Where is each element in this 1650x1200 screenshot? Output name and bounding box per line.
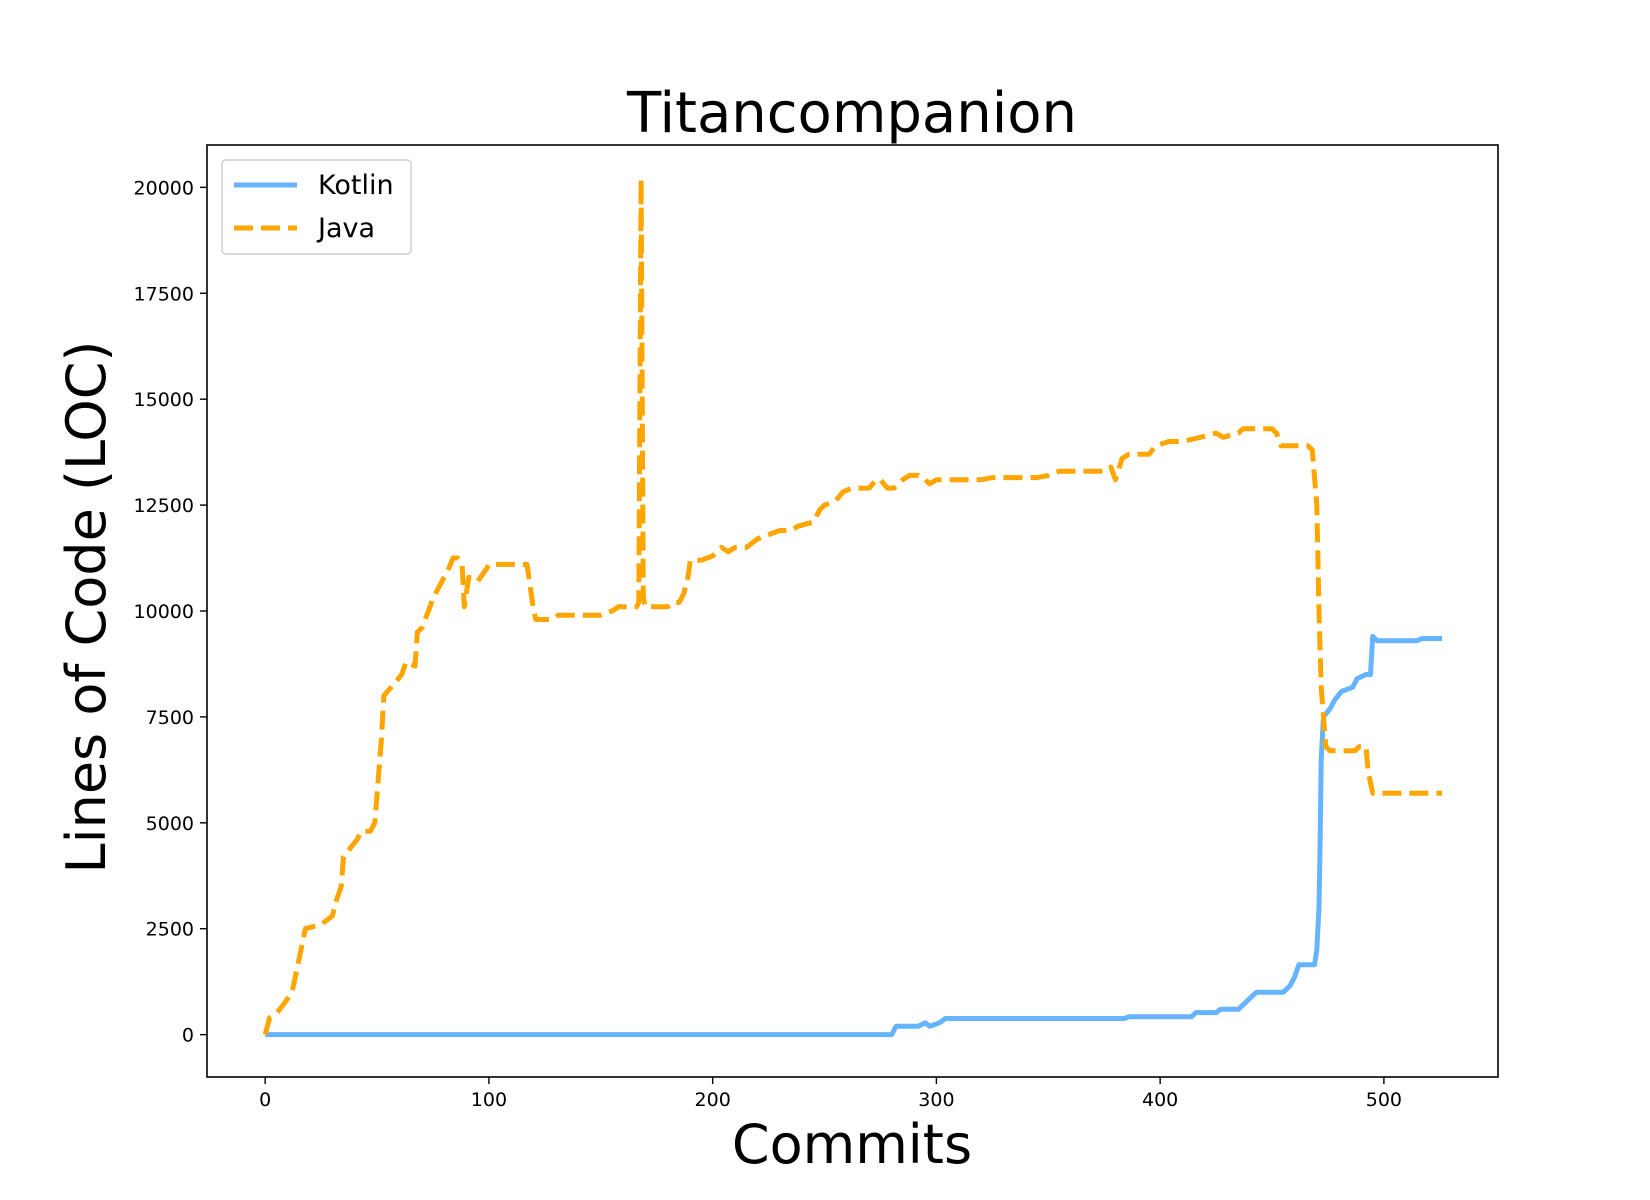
- legend-label-java: Java: [316, 213, 375, 244]
- x-tick-label: 100: [471, 1089, 507, 1111]
- axis-ticks: 0 100 200 300 400 500025005000750010000125001…: [134, 177, 1402, 1111]
- x-tick-label: 200: [695, 1089, 731, 1111]
- legend-label-kotlin: Kotlin: [318, 170, 394, 201]
- y-axis-label: Lines of Code (LOC): [55, 341, 118, 874]
- chart-title: Titancompanion: [626, 81, 1077, 146]
- x-tick-label: 400: [1142, 1089, 1178, 1111]
- y-tick-label: 12500: [134, 495, 194, 517]
- y-tick-label: 5000: [146, 813, 194, 835]
- y-tick-label: 17500: [134, 283, 194, 305]
- y-tick-label: 20000: [134, 177, 194, 199]
- y-tick-label: 0: [182, 1025, 194, 1047]
- x-axis-label: Commits: [732, 1113, 972, 1176]
- x-tick-label: 0: [259, 1089, 271, 1111]
- y-tick-label: 10000: [134, 601, 194, 623]
- plot-area: [262, 176, 1443, 1038]
- y-tick-label: 7500: [146, 707, 194, 729]
- legend: Kotlin Java: [221, 159, 412, 255]
- x-tick-label: 300: [918, 1089, 954, 1111]
- series-line-kotlin: [265, 633, 1443, 1038]
- y-tick-label: 2500: [146, 919, 194, 941]
- y-tick-label: 15000: [134, 389, 194, 411]
- x-tick-label: 500: [1366, 1089, 1402, 1111]
- series-line-java: [262, 176, 1443, 1036]
